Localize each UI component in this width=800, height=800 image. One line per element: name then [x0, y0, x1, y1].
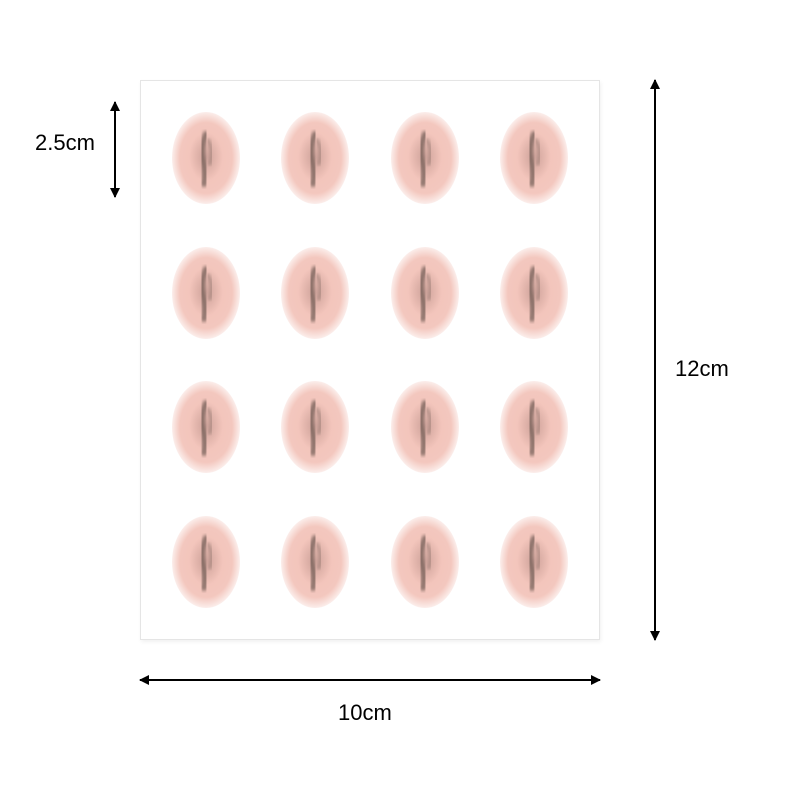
dim-sheet-width-arrow-left — [139, 675, 149, 685]
dim-sheet-width-label: 10cm — [338, 700, 392, 726]
dim-sheet-height-arrow-top — [650, 79, 660, 89]
dim-sheet-width-arrow-right — [591, 675, 601, 685]
patch-grid — [141, 81, 599, 639]
dim-item-height-label: 2.5cm — [35, 130, 95, 156]
dim-item-height-arrow-bottom — [110, 188, 120, 198]
patch — [170, 514, 242, 610]
dim-sheet-height-line — [654, 80, 656, 640]
patch — [389, 379, 461, 475]
dim-item-height-line — [114, 102, 116, 197]
dim-sheet-width-line — [140, 679, 600, 681]
patch — [170, 110, 242, 206]
patch — [498, 379, 570, 475]
dim-sheet-height-label: 12cm — [675, 356, 729, 382]
patch — [170, 245, 242, 341]
patch — [170, 379, 242, 475]
patch — [498, 245, 570, 341]
product-sheet — [140, 80, 600, 640]
patch — [389, 514, 461, 610]
patch — [498, 110, 570, 206]
patch — [498, 514, 570, 610]
patch — [279, 379, 351, 475]
dim-sheet-height-arrow-bottom — [650, 631, 660, 641]
patch — [279, 110, 351, 206]
patch — [389, 110, 461, 206]
patch — [389, 245, 461, 341]
patch — [279, 245, 351, 341]
patch — [279, 514, 351, 610]
dim-item-height-arrow-top — [110, 101, 120, 111]
